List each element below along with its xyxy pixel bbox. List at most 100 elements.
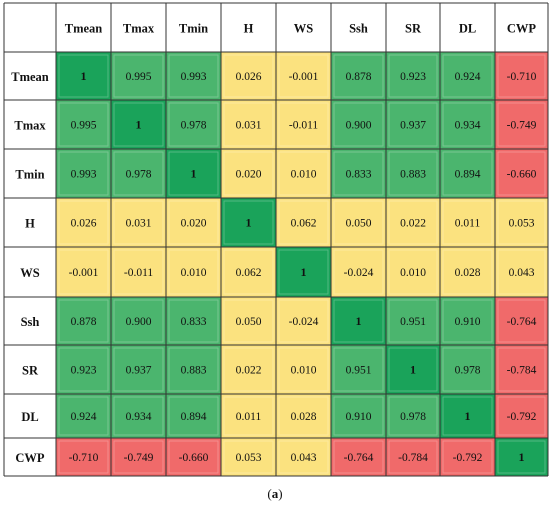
cell-sr-tmax bbox=[111, 345, 166, 394]
column-header-tmin: Tmin bbox=[179, 22, 208, 36]
cell-highlight bbox=[278, 347, 329, 392]
cell-value: -0.764 bbox=[344, 452, 374, 464]
cell-highlight bbox=[497, 54, 546, 98]
cell-cwp-h bbox=[221, 438, 276, 476]
cell-dl-h bbox=[221, 394, 276, 438]
cell-value: 0.050 bbox=[346, 218, 372, 230]
row-header-ssh: Ssh bbox=[21, 315, 40, 329]
cell-highlight bbox=[388, 347, 438, 392]
cell-highlight bbox=[388, 396, 438, 436]
cell-highlight bbox=[278, 151, 329, 196]
cell-highlight bbox=[388, 200, 438, 245]
cell-sr-h bbox=[221, 345, 276, 394]
cell-h-cwp bbox=[495, 198, 548, 247]
cell-value: 1 bbox=[246, 216, 252, 230]
cell-highlight bbox=[442, 200, 493, 245]
cell-sr-ssh bbox=[331, 345, 386, 394]
cell-tmin-ws bbox=[276, 149, 331, 198]
cell-highlight bbox=[442, 102, 493, 147]
cell-h-tmean bbox=[56, 198, 111, 247]
cell-highlight bbox=[168, 54, 219, 98]
cell-tmax-ssh bbox=[331, 100, 386, 149]
cell-cwp-sr bbox=[386, 438, 440, 476]
row-header-tmin: Tmin bbox=[15, 168, 44, 182]
cell-value: 0.020 bbox=[181, 218, 207, 230]
cell-highlight bbox=[113, 151, 164, 196]
cell-value: -0.710 bbox=[507, 71, 537, 83]
cell-value: 0.924 bbox=[71, 411, 97, 423]
cell-value: 0.923 bbox=[400, 71, 426, 83]
row-header-tmean: Tmean bbox=[11, 70, 49, 84]
cell-ws-ssh bbox=[331, 247, 386, 297]
cell-sr-cwp bbox=[495, 345, 548, 394]
column-header-dl: DL bbox=[459, 22, 476, 36]
cell-highlight bbox=[278, 249, 329, 295]
cell-value: -0.710 bbox=[69, 452, 99, 464]
cell-highlight bbox=[58, 249, 109, 295]
cell-value: 1 bbox=[136, 118, 142, 132]
cell-value: 0.053 bbox=[509, 218, 535, 230]
cell-value: 0.937 bbox=[126, 365, 152, 377]
cell-highlight bbox=[223, 249, 274, 295]
cell-highlight bbox=[223, 54, 274, 98]
cell-dl-sr bbox=[386, 394, 440, 438]
cell-tmin-sr bbox=[386, 149, 440, 198]
cell-value: 0.022 bbox=[400, 218, 426, 230]
cell-cwp-ssh bbox=[331, 438, 386, 476]
cell-highlight bbox=[58, 299, 109, 343]
cell-value: 0.934 bbox=[126, 411, 152, 423]
cell-highlight bbox=[333, 200, 384, 245]
cell-dl-dl bbox=[440, 394, 495, 438]
cell-highlight bbox=[58, 440, 109, 474]
cell-value: 0.031 bbox=[126, 218, 152, 230]
cell-highlight bbox=[278, 299, 329, 343]
cell-tmean-tmax bbox=[111, 52, 166, 100]
cell-dl-ws bbox=[276, 394, 331, 438]
cell-highlight bbox=[333, 396, 384, 436]
cell-highlight bbox=[223, 200, 274, 245]
cell-highlight bbox=[168, 151, 219, 196]
cell-ws-h bbox=[221, 247, 276, 297]
cell-tmean-ws bbox=[276, 52, 331, 100]
cell-tmean-h bbox=[221, 52, 276, 100]
column-header-ssh: Ssh bbox=[349, 22, 368, 36]
cell-highlight bbox=[278, 102, 329, 147]
cell-highlight bbox=[168, 440, 219, 474]
cell-tmax-cwp bbox=[495, 100, 548, 149]
cell-h-sr bbox=[386, 198, 440, 247]
cell-sr-tmin bbox=[166, 345, 221, 394]
cell-sr-tmean bbox=[56, 345, 111, 394]
cell-highlight bbox=[333, 299, 384, 343]
cell-value: 0.978 bbox=[400, 411, 426, 423]
column-header-h: H bbox=[244, 22, 254, 36]
cell-value: 0.043 bbox=[509, 267, 535, 279]
cell-highlight bbox=[497, 249, 546, 295]
cell-highlight bbox=[497, 347, 546, 392]
cell-ws-tmin bbox=[166, 247, 221, 297]
cell-tmin-tmax bbox=[111, 149, 166, 198]
cell-highlight bbox=[333, 54, 384, 98]
cell-highlight bbox=[278, 440, 329, 474]
cell-highlight bbox=[113, 299, 164, 343]
cell-value: 0.900 bbox=[346, 120, 372, 132]
cell-value: -0.749 bbox=[507, 120, 537, 132]
cell-highlight bbox=[58, 151, 109, 196]
cell-value: -0.011 bbox=[289, 120, 319, 132]
cell-highlight bbox=[497, 102, 546, 147]
cell-tmax-dl bbox=[440, 100, 495, 149]
cell-value: 1 bbox=[356, 314, 362, 328]
cell-tmean-ssh bbox=[331, 52, 386, 100]
cell-value: 0.883 bbox=[181, 365, 207, 377]
cell-highlight bbox=[223, 151, 274, 196]
cell-highlight bbox=[113, 102, 164, 147]
cell-tmax-tmean bbox=[56, 100, 111, 149]
cell-value: 0.053 bbox=[236, 452, 262, 464]
cell-tmin-tmean bbox=[56, 149, 111, 198]
cell-highlight bbox=[497, 299, 546, 343]
cell-value: 0.050 bbox=[236, 316, 262, 328]
cell-dl-tmax bbox=[111, 394, 166, 438]
cell-highlight bbox=[442, 151, 493, 196]
cell-ws-sr bbox=[386, 247, 440, 297]
cell-highlight bbox=[333, 347, 384, 392]
cell-value: 0.020 bbox=[236, 169, 262, 181]
